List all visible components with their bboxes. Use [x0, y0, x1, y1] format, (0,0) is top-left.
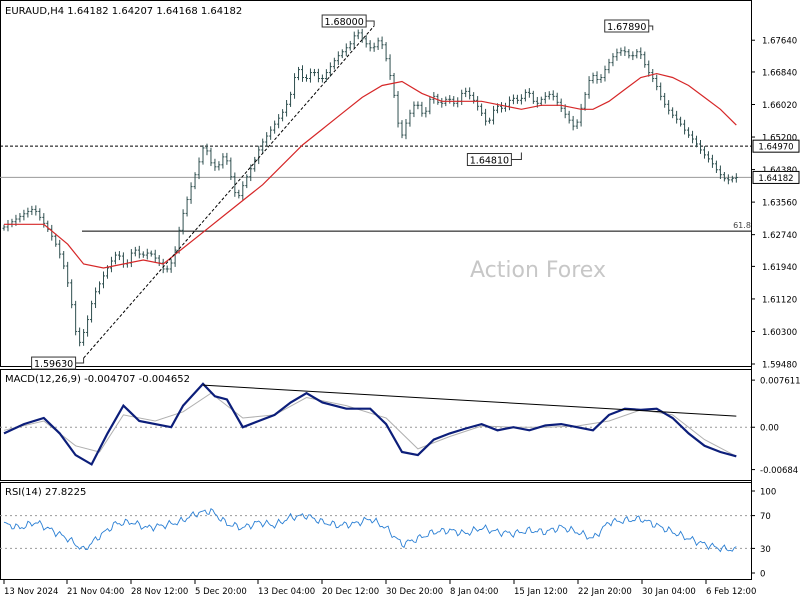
moving-average-line [4, 72, 737, 269]
rsi-header: RSI(14) 27.8225 [5, 487, 86, 498]
price-axis-tick-label: 1.62740 [762, 231, 797, 241]
price-label: 1.67890 [607, 22, 646, 33]
macd-line [3, 382, 737, 466]
current-price-label: 1.64182 [758, 174, 793, 184]
x-axis-tick-label: 30 Jan 04:00 [642, 587, 696, 597]
price-label-leader [366, 20, 375, 26]
x-axis-tick-label: 6 Feb 12:00 [706, 587, 756, 597]
x-axis-tick-label: 28 Nov 12:00 [131, 587, 188, 597]
price-watermark: Action Forex [470, 258, 606, 283]
price-label-leader [511, 152, 522, 161]
macd-axis-tick-label: -0.00684 [760, 466, 798, 476]
price-axis-tick-label: 1.67640 [762, 37, 797, 47]
x-axis-tick-label: 22 Jan 20:00 [578, 587, 632, 597]
rsi-axis-tick-label: 30 [760, 545, 771, 555]
x-axis-tick-label: 30 Dec 20:00 [386, 587, 443, 597]
current-price-label: 1.64970 [758, 143, 793, 153]
price-label-leader [648, 25, 654, 31]
price-label: 1.59630 [34, 359, 73, 370]
rsi-axis-tick-label: 100 [760, 488, 776, 498]
price-axis-tick-label: 1.60300 [762, 328, 797, 338]
x-axis-tick-label: 20 Dec 12:00 [322, 587, 379, 597]
rsi-axis-tick-label: 0 [760, 570, 765, 580]
x-axis-tick-label: 5 Dec 20:00 [195, 587, 247, 597]
price-axis-tick-label: 1.66020 [762, 101, 797, 111]
price-panel [0, 0, 752, 367]
macd-trend-line [202, 384, 737, 417]
rsi-line [3, 507, 737, 553]
price-axis-tick-label: 1.59480 [762, 361, 797, 371]
price-axis-tick-label: 1.61940 [762, 263, 797, 273]
rsi-panel [0, 482, 752, 580]
current-price-box [752, 139, 800, 153]
x-axis-tick-label: 8 Jan 04:00 [450, 587, 498, 597]
macd-header: MACD(12,26,9) -0.004707 -0.004652 [5, 374, 190, 385]
price-header: EURAUD,H4 1.64182 1.64207 1.64168 1.6418… [5, 6, 242, 17]
x-axis-tick-label: 13 Nov 2024 [4, 587, 58, 597]
price-axis-tick-label: 1.66840 [762, 68, 797, 78]
macd-axis-tick-label: 0.007611 [760, 377, 800, 387]
fib-level-label: 61.8 [733, 221, 751, 230]
price-label-leader [75, 358, 85, 364]
macd-axis-tick-label: 0.00 [760, 424, 779, 434]
trend-line [83, 25, 375, 359]
x-axis-tick-label: 21 Nov 04:00 [67, 587, 124, 597]
current-price-box [752, 170, 800, 184]
x-axis-tick-label: 15 Jan 12:00 [514, 587, 568, 597]
price-axis-tick-label: 1.61120 [762, 295, 797, 305]
price-label: 1.64810 [470, 156, 509, 167]
price-label: 1.68000 [324, 17, 363, 28]
price-axis-tick-label: 1.65200 [762, 134, 797, 144]
x-axis-tick-label: 13 Dec 04:00 [258, 587, 315, 597]
price-axis-tick-label: 1.63560 [762, 199, 797, 209]
macd-signal-line [3, 392, 737, 457]
rsi-axis-tick-label: 70 [760, 512, 771, 522]
macd-panel [0, 369, 752, 481]
